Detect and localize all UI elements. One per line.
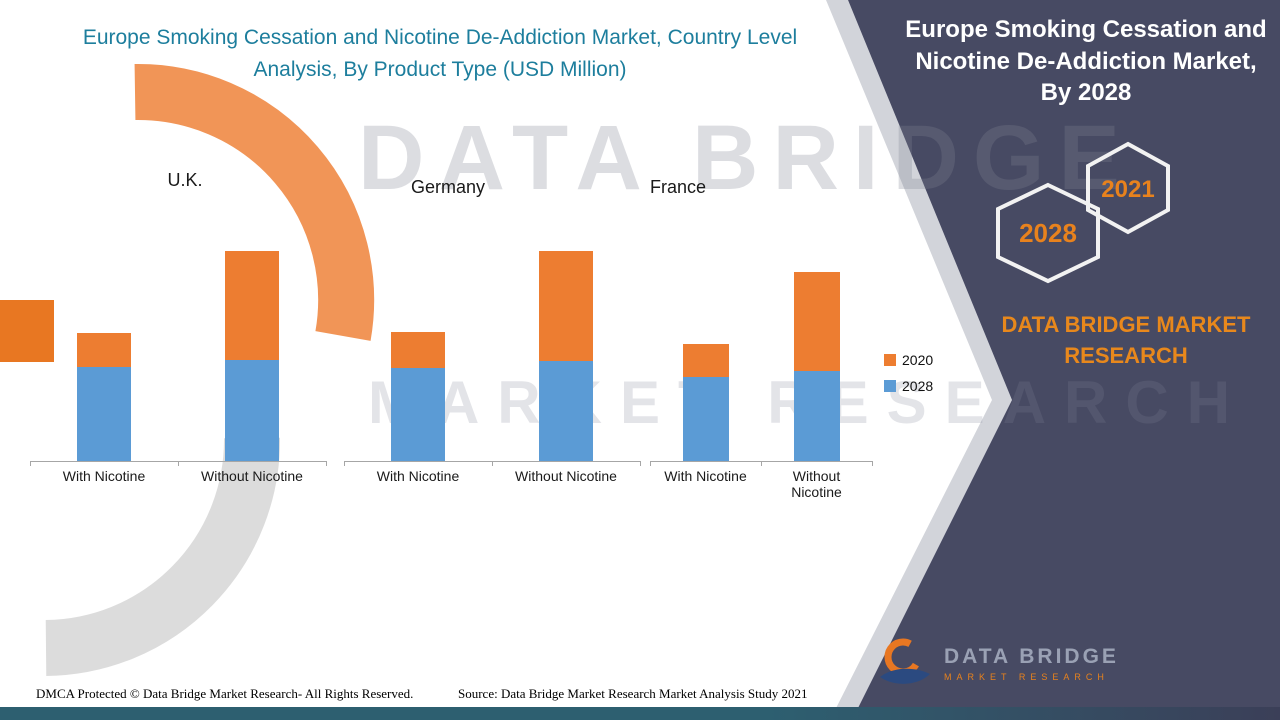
legend-label: 2028: [902, 378, 934, 394]
category-label: With Nicotine: [664, 468, 747, 484]
legend-swatch: [884, 380, 896, 392]
bar-segment-2028: [225, 360, 279, 461]
decor-orange-square: [0, 300, 54, 362]
chart-group: With Nicotine Without Nicotine: [344, 240, 641, 484]
country-label: Germany: [410, 177, 486, 197]
stacked-bar: [77, 333, 131, 461]
bar-slot: With Nicotine: [650, 240, 761, 484]
legend-label: 2020: [902, 352, 934, 368]
bar-slot: With Nicotine: [30, 240, 178, 484]
stacked-bar: [682, 344, 729, 461]
panel-edge-band: [826, 0, 1012, 720]
logo-name: DATA BRIDGE: [944, 644, 1119, 668]
decor-grey-arc: [45, 437, 281, 676]
bar-slot: With Nicotine: [344, 240, 492, 484]
hexagon-2028-outline: [996, 182, 1100, 284]
axis-tick: [492, 461, 493, 466]
dbmr-logo-mark-icon: [880, 638, 930, 684]
bar-slot: Without Nicotine: [761, 240, 872, 500]
bar-segment-2020: [77, 333, 131, 367]
axis-tick: [650, 461, 651, 466]
category-label: With Nicotine: [62, 468, 146, 484]
legend-item: 2028: [884, 378, 933, 394]
stacked-bar: [225, 251, 279, 461]
category-label: Without Nicotine: [791, 468, 842, 500]
stacked-bar: [793, 272, 840, 461]
bar-segment-2028: [682, 377, 729, 461]
hexagon-2021-outline: [1086, 141, 1170, 235]
axis-tick: [640, 461, 641, 466]
bar-segment-2020: [682, 344, 729, 377]
logo-tagline: MARKET RESEARCH: [944, 671, 1109, 682]
stacked-bar: [539, 251, 593, 461]
category-label: With Nicotine: [376, 468, 460, 484]
bar-segment-2020: [225, 251, 279, 360]
category-label: Without Nicotine: [201, 468, 303, 484]
axis-tick: [761, 461, 762, 466]
bar-chart: With Nicotine Without Nicotine With Nicoti…: [0, 240, 880, 500]
panel-shape: [848, 0, 1280, 720]
bar-segment-2028: [391, 368, 445, 461]
axis-tick: [178, 461, 179, 466]
bar-segment-2028: [793, 371, 840, 461]
bar-segment-2028: [539, 361, 593, 461]
axis-tick: [344, 461, 345, 466]
hexagon-badges: 2021 2028: [996, 141, 1170, 284]
legend-swatch: [884, 354, 896, 366]
side-panel-title: Europe Smoking Cessation and Nicotine De…: [905, 16, 1267, 107]
source-text: Source: Data Bridge Market Research Mark…: [458, 686, 808, 701]
dbmr-logo-text: DATA BRIDGE MARKET RESEARCH: [944, 645, 1119, 682]
dmca-text: DMCA Protected © Data Bridge Market Rese…: [36, 686, 414, 701]
axis-tick: [326, 461, 327, 466]
decorative-b-icon: [0, 63, 375, 676]
country-label: U.K.: [167, 170, 203, 190]
dbmr-logo: DATA BRIDGE MARKET RESEARCH: [876, 634, 1119, 692]
axis-tick: [872, 461, 873, 466]
bar-segment-2020: [391, 332, 445, 368]
decor-orange-arc: [134, 63, 375, 341]
hexagon-2021-label: 2021: [1101, 176, 1154, 203]
hexagon-2028-label: 2028: [1019, 218, 1077, 248]
bar-segment-2020: [793, 272, 840, 371]
stacked-bar: [391, 332, 445, 461]
category-label: Without Nicotine: [515, 468, 617, 484]
legend-item: 2020: [884, 352, 933, 368]
chart-legend: 2020 2028: [884, 352, 933, 394]
bottom-strip: [0, 707, 1280, 720]
brand-text: DATA BRIDGE MARKET RESEARCH: [1001, 312, 1251, 368]
bar-segment-2028: [77, 367, 131, 461]
bar-slot: Without Nicotine: [178, 240, 326, 484]
chart-group: With Nicotine Without Nicotine: [30, 240, 327, 484]
axis-tick: [30, 461, 31, 466]
bar-slot: Without Nicotine: [492, 240, 640, 484]
country-label: France: [649, 177, 707, 197]
bar-segment-2020: [539, 251, 593, 361]
chart-group: With Nicotine Without Nicotine: [650, 240, 873, 500]
chart-title: Europe Smoking Cessation and Nicotine De…: [82, 26, 798, 81]
